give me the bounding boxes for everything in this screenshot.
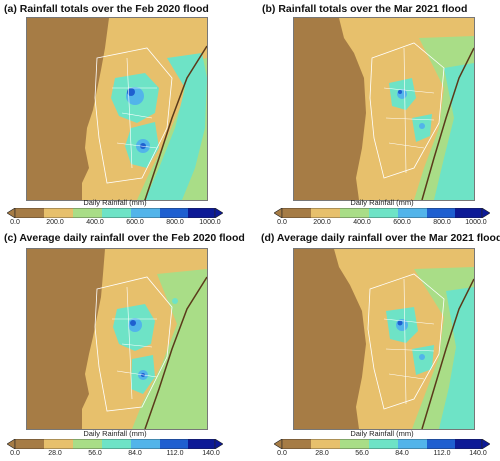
panel-b-colorbar: Daily Rainfall (mm) 0.0 200.0 400.0 600.…: [274, 198, 490, 228]
panel-b-tick-2: 400.0: [353, 219, 371, 226]
panel-b-map: [293, 17, 475, 201]
panel-a-tick-4: 800.0: [166, 219, 184, 226]
panel-d-colorbar-label: Daily Rainfall (mm): [350, 429, 414, 438]
panel-b-tick-0: 0.0: [277, 219, 287, 226]
panel-a-map: [26, 17, 208, 201]
panel-d-tick-4: 112.0: [433, 450, 451, 457]
panel-a-tick-1: 200.0: [46, 219, 64, 226]
panel-d-tick-1: 28.0: [315, 450, 329, 457]
panel-d-colorbar: Daily Rainfall (mm) 0.0 28.0 56.0 84.0 1…: [274, 429, 490, 459]
panel-d-tick-0: 0.0: [277, 450, 287, 457]
panel-d-title: (d) Average daily rainfall over the Mar …: [261, 232, 500, 244]
panel-b-colorbar-label: Daily Rainfall (mm): [350, 198, 414, 207]
panel-c-colorbar-label: Daily Rainfall (mm): [83, 429, 147, 438]
panel-a-colorbar: Daily Rainfall (mm) 0.0 200.0 400.0 600.…: [7, 198, 223, 228]
panel-d-tick-2: 56.0: [355, 450, 369, 457]
panel-c-tick-1: 28.0: [48, 450, 62, 457]
panel-c-title: (c) Average daily rainfall over the Feb …: [4, 232, 245, 244]
panel-a-title: (a) Rainfall totals over the Feb 2020 fl…: [4, 3, 209, 15]
panel-b-tick-1: 200.0: [313, 219, 331, 226]
panel-d-tick-3: 84.0: [395, 450, 409, 457]
panel-c-tick-3: 84.0: [128, 450, 142, 457]
panel-b-tick-4: 800.0: [433, 219, 451, 226]
panel-b-tick-3: 600.0: [393, 219, 411, 226]
panel-c-tick-5: 140.0: [202, 450, 220, 457]
panel-b-tick-5: 1000.0: [465, 219, 487, 226]
panel-d-tick-5: 140.0: [469, 450, 487, 457]
panel-a-colorbar-label: Daily Rainfall (mm): [83, 198, 147, 207]
panel-a-tick-5: 1000.0: [199, 219, 221, 226]
panel-a-tick-2: 400.0: [86, 219, 104, 226]
panel-c-map: [26, 248, 208, 430]
panel-c-tick-4: 112.0: [166, 450, 184, 457]
panel-c-tick-2: 56.0: [88, 450, 102, 457]
panel-c-tick-0: 0.0: [10, 450, 20, 457]
panel-a-tick-0: 0.0: [10, 219, 20, 226]
panel-d-map: [293, 248, 475, 430]
panel-a-tick-3: 600.0: [126, 219, 144, 226]
panel-b-title: (b) Rainfall totals over the Mar 2021 fl…: [262, 3, 468, 15]
panel-c-colorbar: Daily Rainfall (mm) 0.0 28.0 56.0 84.0 1…: [7, 429, 223, 459]
